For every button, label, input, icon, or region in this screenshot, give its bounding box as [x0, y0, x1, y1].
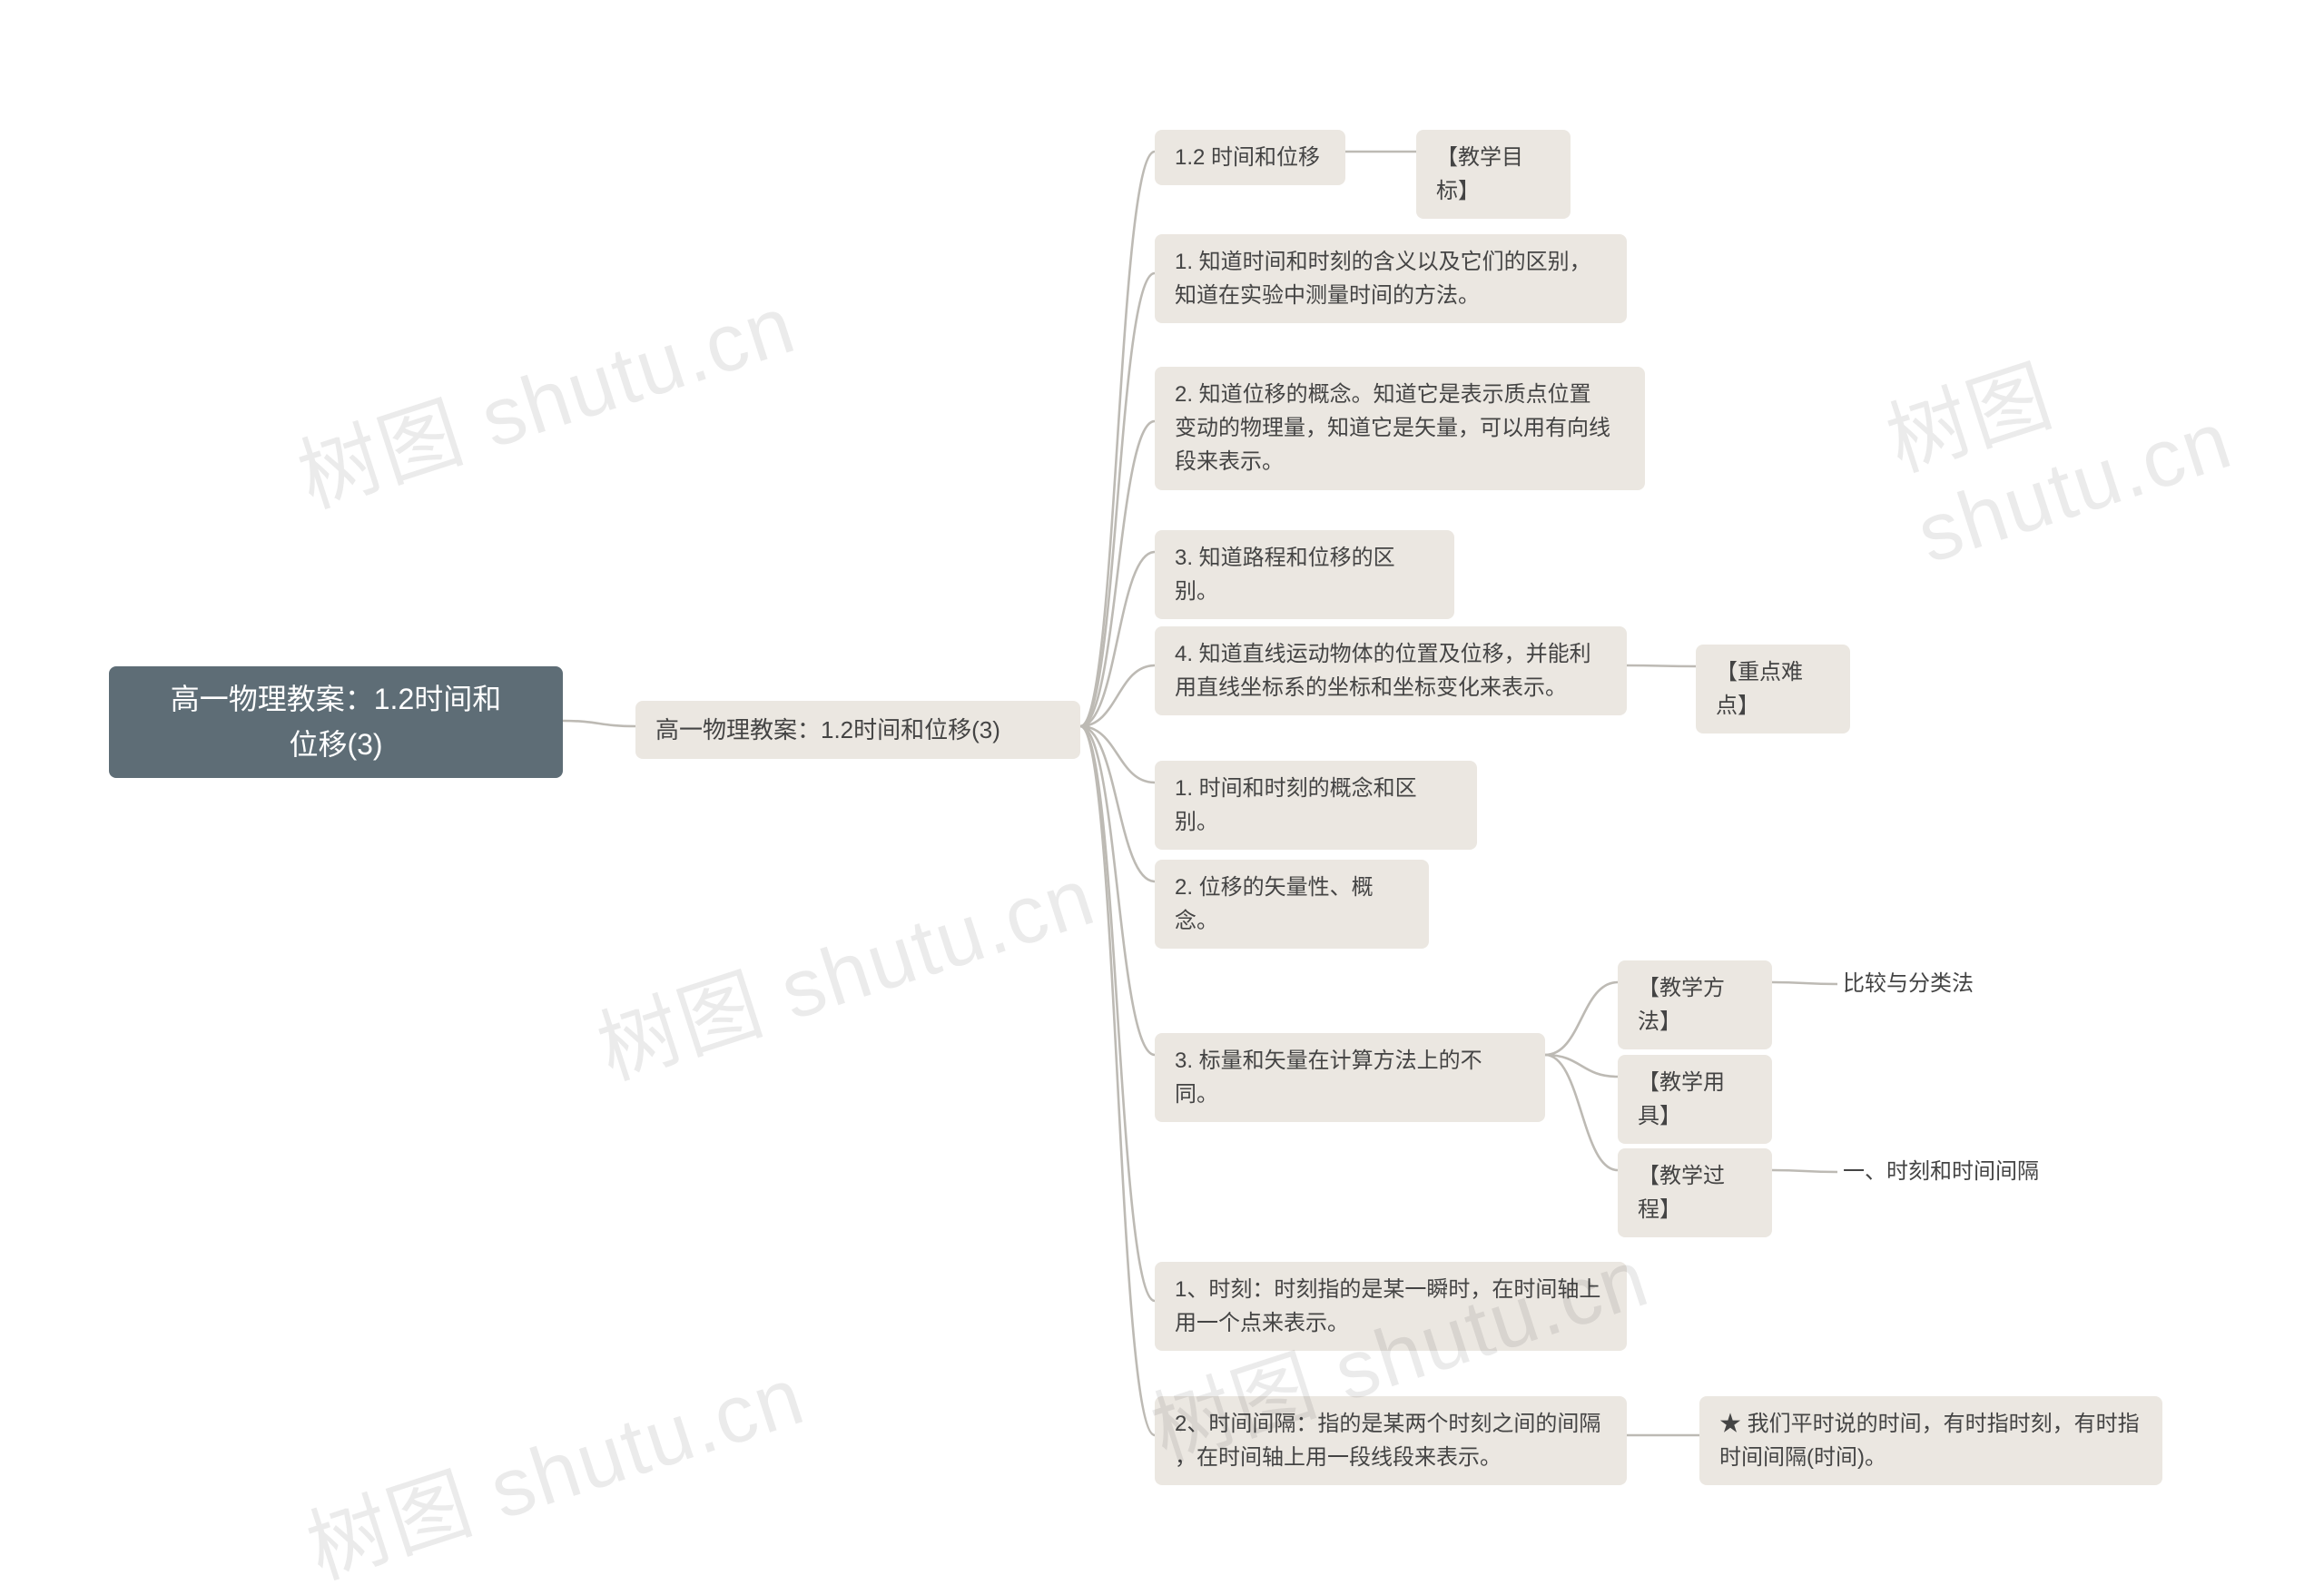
root-node: 高一物理教案：1.2时间和 位移(3) [109, 666, 563, 778]
level2-node-4: 4. 知道直线运动物体的位置及位移，并能利 用直线坐标系的坐标和坐标变化来表示。 [1155, 626, 1627, 715]
level3-node-7-1: 【教学用具】 [1618, 1055, 1772, 1144]
level2-node-2: 2. 知道位移的概念。知道它是表示质点位置 变动的物理量，知道它是矢量，可以用有… [1155, 367, 1645, 490]
level2-node-5: 1. 时间和时刻的概念和区别。 [1155, 761, 1477, 850]
level2-node-8: 1、时刻：时刻指的是某一瞬时，在时间轴上 用一个点来表示。 [1155, 1262, 1627, 1351]
level2-node-6: 2. 位移的矢量性、概念。 [1155, 860, 1429, 949]
level3-node-7-0: 【教学方法】 [1618, 960, 1772, 1049]
level2-node-9: 2、时间间隔：指的是某两个时刻之间的间隔 ，在时间轴上用一段线段来表示。 [1155, 1396, 1627, 1485]
level3-node-0: 【教学目标】 [1416, 130, 1571, 219]
level3-node-4: 【重点难点】 [1696, 645, 1850, 734]
level3-node-9: ★ 我们平时说的时间，有时指时刻，有时指 时间间隔(时间)。 [1699, 1396, 2162, 1485]
mindmap-canvas: 高一物理教案：1.2时间和 位移(3) 高一物理教案：1.2时间和位移(3) 1.2… [0, 0, 2324, 1595]
level3-node-7-2: 【教学过程】 [1618, 1148, 1772, 1237]
level4-node-7-2: 一、时刻和时间间隔 [1843, 1156, 2039, 1188]
level2-node-7: 3. 标量和矢量在计算方法上的不同。 [1155, 1033, 1545, 1122]
level2-node-0: 1.2 时间和位移 [1155, 130, 1345, 185]
level1-node: 高一物理教案：1.2时间和位移(3) [635, 701, 1080, 759]
level2-node-1: 1. 知道时间和时刻的含义以及它们的区别， 知道在实验中测量时间的方法。 [1155, 234, 1627, 323]
level2-node-3: 3. 知道路程和位移的区别。 [1155, 530, 1454, 619]
level4-node-7-0: 比较与分类法 [1843, 968, 1974, 1000]
